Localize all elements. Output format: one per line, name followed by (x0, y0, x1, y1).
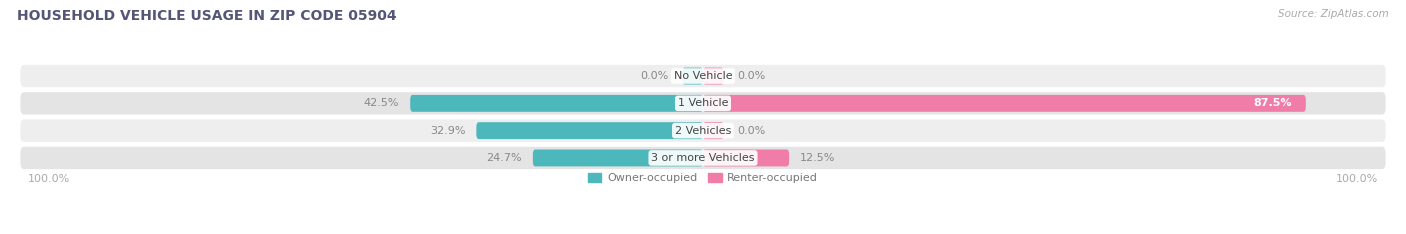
Text: 100.0%: 100.0% (1336, 174, 1378, 184)
FancyBboxPatch shape (703, 150, 789, 166)
Text: 87.5%: 87.5% (1254, 98, 1292, 108)
Text: HOUSEHOLD VEHICLE USAGE IN ZIP CODE 05904: HOUSEHOLD VEHICLE USAGE IN ZIP CODE 0590… (17, 9, 396, 23)
FancyBboxPatch shape (703, 122, 724, 139)
FancyBboxPatch shape (21, 92, 1385, 114)
Text: 0.0%: 0.0% (640, 71, 669, 81)
FancyBboxPatch shape (21, 147, 1385, 169)
Text: 0.0%: 0.0% (738, 71, 766, 81)
FancyBboxPatch shape (21, 119, 1385, 142)
Text: No Vehicle: No Vehicle (673, 71, 733, 81)
Text: 42.5%: 42.5% (364, 98, 399, 108)
FancyBboxPatch shape (703, 68, 724, 84)
Text: 3 or more Vehicles: 3 or more Vehicles (651, 153, 755, 163)
Text: 12.5%: 12.5% (800, 153, 835, 163)
FancyBboxPatch shape (703, 95, 1306, 112)
FancyBboxPatch shape (411, 95, 703, 112)
FancyBboxPatch shape (21, 65, 1385, 87)
Text: Source: ZipAtlas.com: Source: ZipAtlas.com (1278, 9, 1389, 19)
FancyBboxPatch shape (477, 122, 703, 139)
FancyBboxPatch shape (682, 68, 703, 84)
Legend: Owner-occupied, Renter-occupied: Owner-occupied, Renter-occupied (583, 168, 823, 187)
Text: 0.0%: 0.0% (738, 126, 766, 136)
Text: 2 Vehicles: 2 Vehicles (675, 126, 731, 136)
Text: 100.0%: 100.0% (28, 174, 70, 184)
Text: 32.9%: 32.9% (430, 126, 465, 136)
Text: 1 Vehicle: 1 Vehicle (678, 98, 728, 108)
Text: 24.7%: 24.7% (486, 153, 522, 163)
FancyBboxPatch shape (533, 150, 703, 166)
